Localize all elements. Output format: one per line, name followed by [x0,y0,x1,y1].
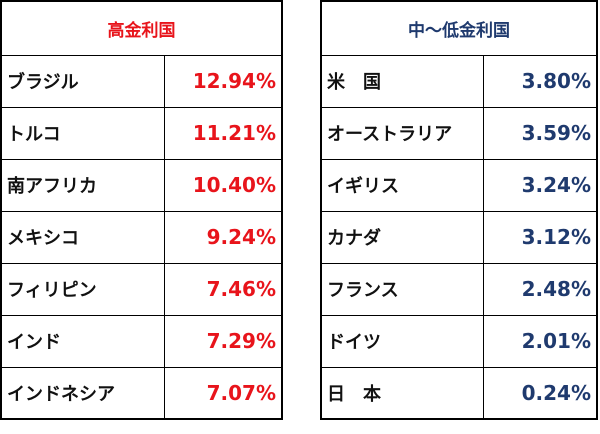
country-name: 米 国 [320,54,484,108]
country-name: 日 本 [320,366,484,420]
country-name: ドイツ [320,314,484,368]
interest-rate: 12.94% [163,54,283,108]
country-name: ブラジル [0,54,165,108]
interest-rate: 3.24% [482,158,598,212]
interest-rate: 7.46% [163,262,283,316]
table-row: 日 本 0.24% [320,366,598,420]
country-name: イギリス [320,158,484,212]
table-row: インドネシア 7.07% [0,366,283,420]
interest-rate: 3.12% [482,210,598,264]
country-name: メキシコ [0,210,165,264]
high-rate-title: 高金利国 [0,0,283,56]
country-name: インドネシア [0,366,165,420]
interest-rate: 0.24% [482,366,598,420]
table-row: フランス 2.48% [320,262,598,316]
interest-rate: 10.40% [163,158,283,212]
country-name: フランス [320,262,484,316]
table-row: イギリス 3.24% [320,158,598,212]
table-row: トルコ 11.21% [0,106,283,160]
table-header-row: 高金利国 [0,0,283,56]
table-row: インド 7.29% [0,314,283,368]
interest-rate: 3.80% [482,54,598,108]
table-row: フィリピン 7.46% [0,262,283,316]
country-name: カナダ [320,210,484,264]
country-name: 南アフリカ [0,158,165,212]
table-header-row: 中～低金利国 [320,0,598,56]
interest-rate: 2.48% [482,262,598,316]
low-rate-title: 中～低金利国 [320,0,598,56]
interest-rate: 2.01% [482,314,598,368]
interest-rate: 7.07% [163,366,283,420]
country-name: トルコ [0,106,165,160]
low-rate-table: 中～低金利国 米 国 3.80% オーストラリア 3.59% イギリス 3.24… [320,0,598,420]
table-row: メキシコ 9.24% [0,210,283,264]
country-name: フィリピン [0,262,165,316]
table-row: オーストラリア 3.59% [320,106,598,160]
interest-rate: 11.21% [163,106,283,160]
table-row: カナダ 3.12% [320,210,598,264]
high-rate-table: 高金利国 ブラジル 12.94% トルコ 11.21% 南アフリカ 10.40%… [0,0,283,420]
country-name: インド [0,314,165,368]
table-row: ドイツ 2.01% [320,314,598,368]
country-name: オーストラリア [320,106,484,160]
table-row: 米 国 3.80% [320,54,598,108]
interest-rate: 9.24% [163,210,283,264]
interest-rate: 7.29% [163,314,283,368]
interest-rate: 3.59% [482,106,598,160]
table-row: 南アフリカ 10.40% [0,158,283,212]
table-row: ブラジル 12.94% [0,54,283,108]
